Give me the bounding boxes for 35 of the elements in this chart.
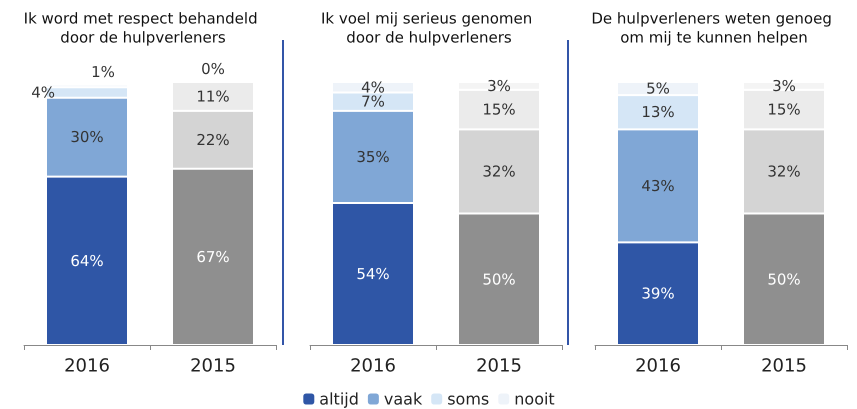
- data-label: 54%: [356, 264, 390, 283]
- legend-label: nooit: [514, 390, 554, 408]
- data-label: 30%: [70, 128, 104, 146]
- data-label: 1%: [91, 63, 115, 82]
- data-label: 11%: [196, 87, 230, 106]
- data-label: 15%: [768, 100, 801, 119]
- data-label: 3%: [772, 76, 796, 95]
- data-label: 32%: [768, 162, 801, 180]
- data-label: 50%: [482, 270, 516, 288]
- data-label: 32%: [482, 162, 516, 180]
- x-tick-label: 2016: [350, 356, 396, 376]
- data-label: 5%: [646, 80, 670, 98]
- data-label: 15%: [482, 100, 516, 119]
- x-tick-label: 2015: [761, 356, 808, 376]
- chart-title: Ik word met respect behandeld door de hulpverleners: [24, 10, 262, 46]
- data-label: 13%: [642, 103, 675, 122]
- x-tick-label: 2015: [190, 356, 236, 376]
- chart-title: De hulpverleners weten genoeg om mij te kunnen helpen: [592, 10, 837, 46]
- data-label: 35%: [356, 148, 390, 166]
- data-label: 50%: [768, 270, 801, 288]
- data-label: 3%: [486, 76, 511, 95]
- data-label: 67%: [196, 248, 230, 266]
- data-label: 22%: [196, 130, 230, 149]
- x-tick-label: 2016: [64, 356, 110, 376]
- data-label: 4%: [31, 84, 55, 102]
- x-tick-label: 2016: [635, 356, 682, 376]
- data-label: 64%: [70, 252, 104, 270]
- data-label: 39%: [642, 284, 675, 303]
- legend-label: altijd: [318, 390, 359, 408]
- legend-label: vaak: [384, 390, 423, 408]
- x-tick-label: 2015: [476, 356, 522, 376]
- data-label: 43%: [642, 176, 675, 195]
- legend-label: soms: [446, 390, 489, 408]
- data-label: 0%: [201, 60, 225, 78]
- chart-title: Ik voel mij serieus genomen door de hulpverleners: [320, 10, 537, 46]
